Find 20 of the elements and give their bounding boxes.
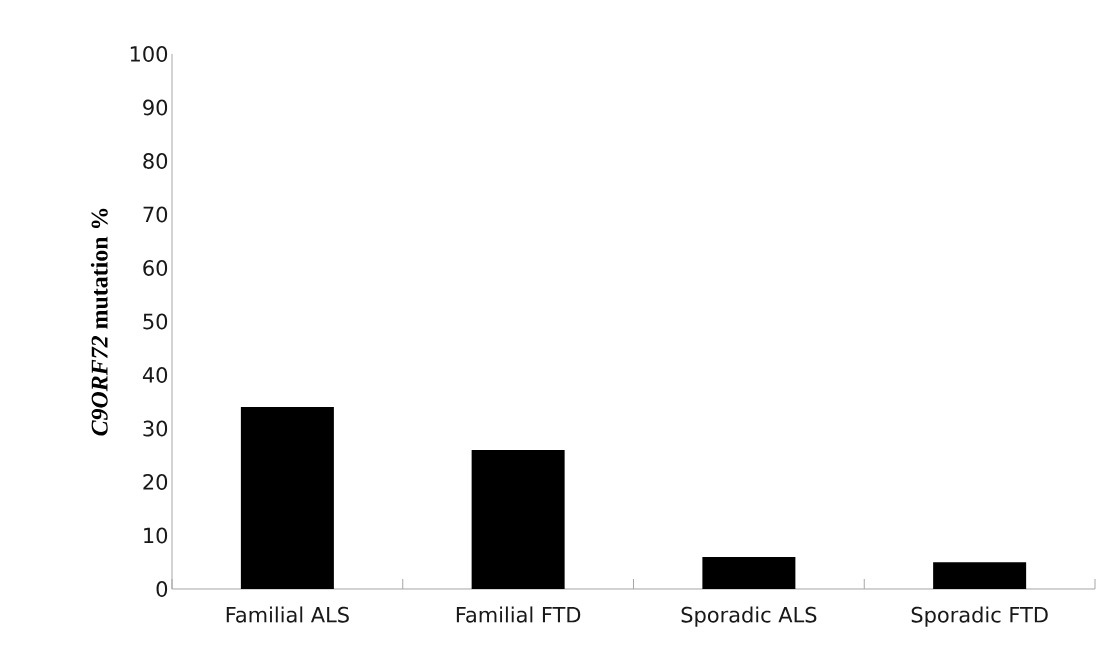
y-tick-label: 20 [143,474,168,490]
y-tick-label: 80 [143,153,168,169]
y-tick-label: 30 [143,420,168,437]
y-tick-label: 100 [130,46,168,62]
y-tick-label: 90 [143,99,168,116]
bar [240,407,334,589]
y-tick-label: 40 [142,367,168,383]
bar [702,556,796,589]
x-tick-label: Sporadic ALS [681,606,817,627]
y-tick-label: 70 [143,206,168,223]
bar [933,562,1027,589]
y-tick-label: 50 [143,313,168,330]
x-tick-label: Familial FTD [456,606,581,623]
y-tick-label: 60 [143,260,168,276]
x-tick-label: Sporadic FTD [911,606,1048,627]
y-tick-label: 0 [156,581,168,597]
bar [471,449,565,589]
x-tick-label: Familial ALS [226,606,349,623]
y-axis-title: C9ORF72 mutation % [90,208,108,436]
y-tick-label: 10 [144,527,168,544]
